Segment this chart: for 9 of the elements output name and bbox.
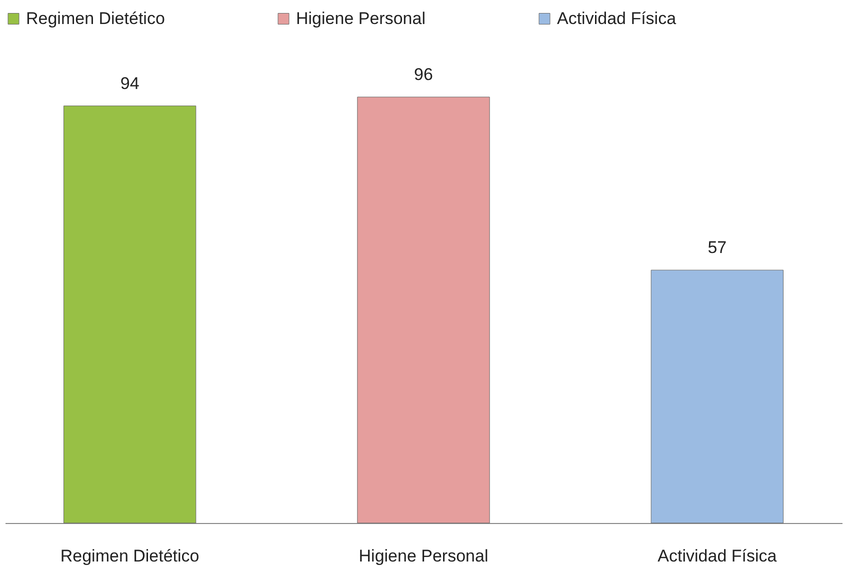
x-tick-label: Higiene Personal <box>358 546 488 566</box>
data-label: 57 <box>708 238 727 258</box>
legend-label: Actividad Física <box>557 8 677 28</box>
legend-label: Higiene Personal <box>296 8 426 28</box>
data-label: 94 <box>120 74 140 93</box>
x-tick-label: Actividad Física <box>658 546 778 566</box>
legend-label: Regimen Dietético <box>26 8 165 28</box>
x-tick-label: Regimen Dietético <box>60 546 200 566</box>
data-label: 96 <box>414 65 433 84</box>
